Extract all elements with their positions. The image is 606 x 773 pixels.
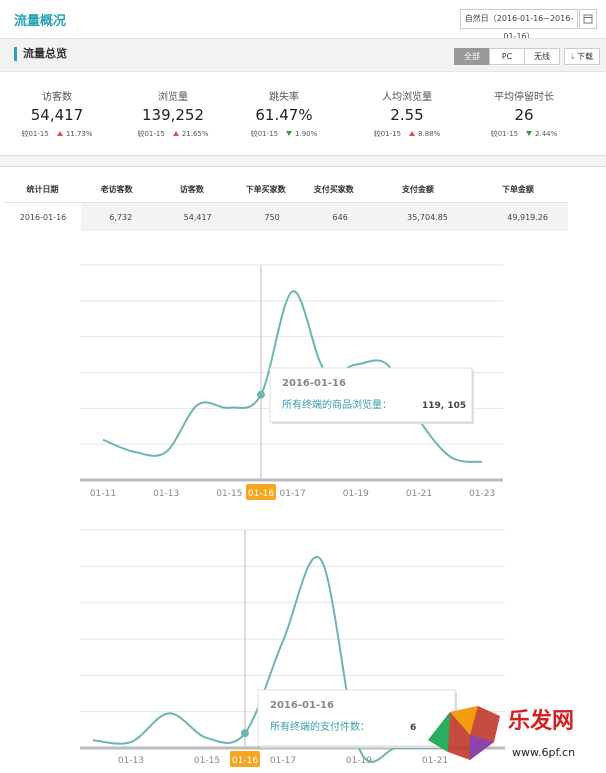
x-label-highlight: [230, 751, 260, 767]
metric-value: 26: [514, 106, 534, 124]
watermark-url: www.6pf.cn: [512, 746, 575, 759]
metric: 人均浏览量 2.55 较01-15 8.88%: [352, 88, 462, 139]
change-arrow: [526, 131, 533, 136]
cell: 54,417: [152, 202, 232, 231]
watermark-logo: [428, 712, 450, 752]
change-value: 8.88%: [418, 130, 441, 138]
watermark-brand: 乐发网: [508, 708, 574, 734]
change-value: 11.73%: [65, 130, 93, 138]
metric-compare: 较01-15 2.44%: [469, 129, 579, 139]
metric-value: 61.47%: [255, 106, 313, 124]
tooltip-value: 119, 105: [422, 401, 466, 411]
date-picker[interactable]: 自然日（2016-01-16~2016-01-16）: [460, 9, 578, 41]
header-cell: 老访客数: [81, 176, 153, 203]
cell: 6,732: [81, 202, 153, 231]
metric-compare: 较01-15 8.88%: [352, 129, 462, 139]
watermark: 乐发网 www.6pf.cn: [428, 706, 575, 760]
calendar-icon[interactable]: [579, 9, 597, 29]
x-tick-label: 01-17: [280, 489, 306, 499]
tab[interactable]: PC: [489, 48, 525, 65]
cell: 646: [299, 202, 368, 231]
x-tick-label: 01-16: [248, 489, 274, 499]
page-title: 流量概况: [14, 14, 67, 29]
cell: 2016-01-16: [4, 202, 82, 231]
separator: [0, 155, 606, 167]
highlight-point: [241, 729, 249, 738]
tooltip-label: 所有终端的商品浏览量：: [282, 398, 392, 411]
compare-label: 较01-15: [373, 130, 402, 138]
metric: 平均停留时长 26 较01-15 2.44%: [469, 88, 579, 139]
cell: 35,704.85: [367, 202, 468, 231]
tab[interactable]: 全部: [454, 48, 490, 65]
download-button[interactable]: ⤓ 下载: [564, 48, 600, 65]
metric-label: 浏览量: [158, 92, 188, 103]
metric-value: 2.55: [390, 106, 424, 124]
metric-compare: 较01-15 21.65%: [118, 129, 228, 139]
section-title: 流量总览: [14, 47, 67, 61]
compare-label: 较01-15: [21, 130, 49, 138]
metric-label: 跳失率: [269, 92, 299, 103]
compare-label: 较01-15: [490, 130, 519, 138]
highlight-point: [257, 390, 265, 399]
tooltip-label: 所有终端的支付件数：: [270, 720, 370, 733]
tooltip-value: 6: [410, 723, 416, 733]
compare-label: 较01-15: [137, 130, 165, 138]
change-arrow: [56, 131, 63, 136]
download-label: 下载: [577, 52, 594, 61]
header-cell: 统计日期: [4, 176, 82, 203]
header-cell: 下单买家数: [231, 176, 300, 203]
x-tick-label: 01-21: [406, 489, 432, 499]
x-tick-label: 01-11: [90, 489, 116, 499]
x-tick-label: 01-15: [194, 756, 220, 766]
x-tick-label: 01-13: [153, 489, 179, 499]
change-value: 21.65%: [181, 130, 209, 138]
change-value: 2.44%: [535, 130, 558, 138]
tooltip-date: 2016-01-16: [282, 378, 346, 389]
row: 2016-01-16 6,732 54,417 750 646 35,704.85 49,9…: [4, 202, 568, 231]
x-tick-label: 01-15: [216, 489, 242, 499]
metric-label: 人均浏览量: [382, 92, 432, 103]
change-value: 1.90%: [295, 130, 318, 138]
change-arrow: [286, 131, 293, 136]
x-tick-label: 01-13: [118, 756, 144, 766]
x-tick-label: 01-19: [346, 756, 372, 766]
tabs: 全部 PC 无线: [454, 48, 560, 65]
metric: 访客数 54,417 较01-15 11.73%: [2, 88, 112, 139]
tooltip: [269, 367, 473, 423]
metric: 浏览量 139,252 较01-15 21.65%: [118, 88, 228, 139]
metric-compare: 较01-15 1.90%: [229, 129, 339, 139]
x-tick-label: 01-19: [343, 489, 369, 499]
tooltip: [257, 689, 456, 747]
x-tick-label: 01-17: [270, 756, 296, 766]
cell: 49,919.26: [467, 202, 568, 231]
metric-label: 访客数: [42, 92, 72, 103]
cell: 750: [231, 202, 300, 231]
header-row: 统计日期 老访客数 访客数 下单买家数 支付买家数 支付金额 下单金额: [4, 176, 568, 203]
compare-label: 较01-15: [250, 130, 279, 138]
change-arrow: [172, 131, 179, 136]
change-arrow: [409, 131, 416, 136]
x-tick-label: 01-21: [422, 756, 448, 766]
x-tick-label: 01-23: [469, 489, 495, 499]
data-table: 统计日期 老访客数 访客数 下单买家数 支付买家数 支付金额 下单金额 2016-01-16 6…: [4, 176, 568, 231]
metric-value: 139,252: [141, 106, 205, 124]
x-tick-label: 01-16: [232, 756, 258, 766]
overview-bar: 流量总览 全部 PC 无线 ⤓ 下载: [0, 38, 606, 72]
metric: 跳失率 61.47% 较01-15 1.90%: [229, 88, 339, 139]
tooltip-date: 2016-01-16: [270, 700, 334, 711]
metric-label: 平均停留时长: [494, 92, 554, 103]
watermark-logo: [450, 706, 478, 735]
header-cell: 支付金额: [367, 176, 468, 203]
x-label-highlight: [246, 484, 276, 500]
metric-compare: 较01-15 11.73%: [2, 129, 112, 139]
watermark-logo: [470, 735, 494, 760]
header-cell: 支付买家数: [299, 176, 368, 203]
header-cell: 访客数: [152, 176, 232, 203]
tab[interactable]: 无线: [524, 48, 560, 65]
header-cell: 下单金额: [467, 176, 568, 203]
metric-value: 54,417: [30, 106, 84, 124]
